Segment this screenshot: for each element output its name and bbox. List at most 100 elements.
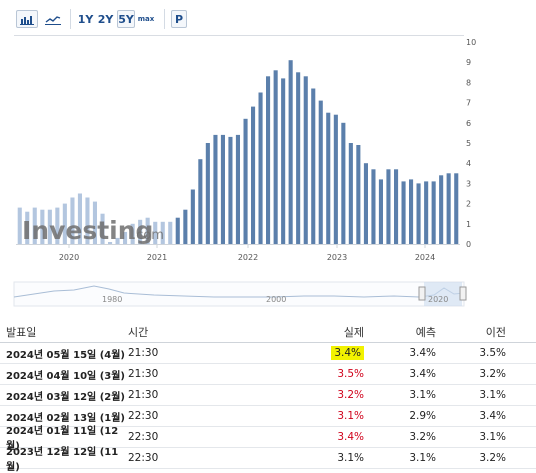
bar[interactable] [431, 181, 436, 244]
bar[interactable] [454, 173, 459, 244]
line-chart-button[interactable] [42, 10, 64, 28]
bar[interactable] [228, 136, 233, 244]
bar[interactable] [401, 181, 406, 244]
p-button[interactable]: P [171, 10, 187, 28]
cell-forecast: 3.4% [409, 347, 436, 359]
cell-actual: 3.2% [278, 389, 370, 401]
bar[interactable] [303, 76, 308, 244]
bar[interactable] [213, 134, 218, 244]
bar[interactable] [333, 114, 338, 244]
bar[interactable] [243, 118, 248, 244]
bar[interactable] [235, 134, 240, 244]
bar[interactable] [424, 181, 429, 244]
bar[interactable] [123, 231, 128, 244]
cell-actual: 3.4% [278, 431, 370, 443]
bar[interactable] [281, 78, 286, 245]
bar[interactable] [318, 100, 323, 244]
y-tick-label: 1 [466, 220, 471, 229]
bar[interactable] [92, 201, 97, 244]
bar[interactable] [55, 207, 60, 244]
bar[interactable] [394, 169, 399, 244]
navigator-handle-right[interactable] [459, 286, 467, 301]
cell-date: 2023년 12월 12일 (11월) [6, 447, 119, 473]
bar[interactable] [416, 183, 421, 244]
y-tick-label: 6 [466, 119, 471, 128]
bar[interactable] [220, 134, 225, 244]
bar[interactable] [446, 173, 451, 244]
bar-chart-button[interactable] [16, 10, 38, 28]
x-tick-label: 2021 [147, 253, 167, 262]
y-tick-label: 3 [466, 179, 471, 188]
bar[interactable] [356, 145, 361, 244]
bar[interactable] [296, 72, 301, 244]
cell-forecast: 3.1% [409, 389, 436, 401]
table-row: 2024년 04월 10일 (3월) 21:30 3.5% 3.4% 3.2% [0, 364, 536, 385]
range-2y-button[interactable]: 2Y [97, 12, 114, 26]
y-tick-label: 4 [466, 159, 471, 168]
cell-forecast: 2.9% [409, 410, 436, 422]
x-tick-label: 2020 [59, 253, 79, 262]
bar[interactable] [47, 209, 52, 244]
bar[interactable] [198, 159, 203, 244]
bar[interactable] [32, 207, 37, 244]
navigator-handle-left[interactable] [418, 286, 426, 301]
cell-previous: 3.2% [479, 368, 506, 380]
bar[interactable] [77, 193, 82, 245]
cell-time: 21:30 [128, 368, 159, 380]
cell-actual: 3.5% [278, 368, 370, 380]
bar[interactable] [145, 217, 150, 244]
bar[interactable] [190, 189, 195, 245]
bar[interactable] [17, 207, 22, 244]
bar[interactable] [175, 217, 180, 244]
bar[interactable] [273, 70, 278, 244]
cpi-bar-chart: Investing .com 0 1 2 3 4 5 6 7 8 9 10 2020 2021 2022 2… [16, 38, 476, 262]
bar[interactable] [311, 88, 316, 245]
bar[interactable] [341, 122, 346, 244]
bar[interactable] [168, 221, 173, 244]
bar[interactable] [439, 175, 444, 244]
navigator-selection[interactable] [424, 282, 462, 306]
x-tick-label: 2024 [415, 253, 435, 262]
bar[interactable] [40, 209, 45, 244]
bar[interactable] [25, 211, 30, 244]
bar[interactable] [326, 112, 331, 244]
toolbar-divider [164, 9, 165, 29]
bar[interactable] [348, 143, 353, 244]
bar[interactable] [100, 213, 105, 244]
bar[interactable] [62, 203, 67, 244]
x-tick-label: 2023 [327, 253, 347, 262]
bar[interactable] [205, 143, 210, 244]
bar[interactable] [251, 106, 256, 244]
bar[interactable] [266, 76, 271, 244]
bar[interactable] [288, 60, 293, 245]
bar[interactable] [85, 197, 90, 245]
range-5y-button[interactable]: 5Y [117, 10, 135, 28]
cell-time: 22:30 [128, 452, 159, 464]
bar[interactable] [183, 209, 188, 244]
y-tick-label: 7 [466, 99, 471, 108]
y-tick-label: 2 [466, 200, 471, 209]
bar[interactable] [363, 163, 368, 244]
bar[interactable] [130, 223, 135, 244]
chart-navigator[interactable]: 1980 2000 2020 [13, 280, 467, 310]
cell-time: 22:30 [128, 410, 159, 422]
bar[interactable] [160, 221, 165, 244]
bar[interactable] [258, 92, 263, 245]
y-tick-label: 10 [466, 38, 476, 47]
bar[interactable] [115, 237, 120, 244]
bar[interactable] [378, 179, 383, 244]
cell-forecast: 3.2% [409, 431, 436, 443]
bar[interactable] [409, 179, 414, 244]
cell-date: 2024년 05월 15일 (4월) [6, 349, 126, 361]
range-max-button[interactable]: max [137, 15, 155, 23]
header-actual: 실제 [343, 326, 364, 339]
bar-chart-icon [20, 15, 34, 25]
bar[interactable] [386, 169, 391, 244]
y-tick-label: 5 [466, 139, 471, 148]
bar[interactable] [70, 197, 75, 245]
bar[interactable] [153, 221, 158, 244]
bar[interactable] [371, 169, 376, 244]
bar[interactable] [138, 219, 143, 244]
bar[interactable] [108, 242, 113, 244]
range-1y-button[interactable]: 1Y [77, 12, 94, 26]
